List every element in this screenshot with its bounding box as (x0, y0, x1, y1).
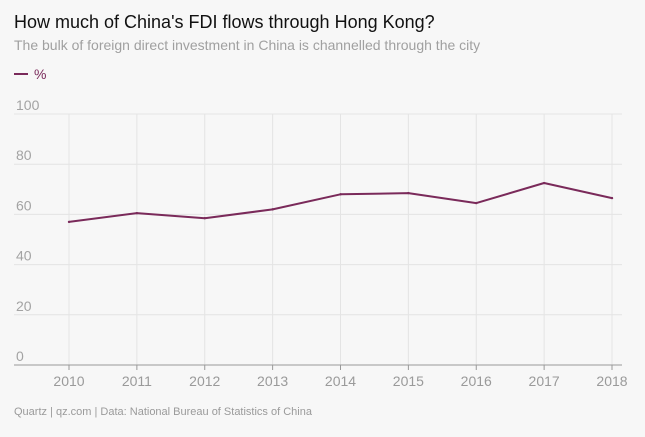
y-tick-label: 100 (16, 97, 40, 113)
data-point (67, 220, 71, 224)
legend-swatch (14, 73, 28, 75)
legend: % (14, 66, 46, 82)
y-tick-label: 60 (16, 197, 32, 213)
x-tick-label: 2011 (122, 373, 152, 389)
x-tick-label: 2016 (461, 373, 492, 389)
y-tick-label: 80 (16, 147, 32, 163)
x-tick-label: 2017 (529, 373, 560, 389)
legend-label: % (34, 66, 47, 82)
x-tick-label: 2014 (325, 373, 356, 389)
data-point (542, 181, 546, 185)
chart-subtitle: The bulk of foreign direct investment in… (14, 37, 481, 53)
data-point (339, 193, 342, 196)
source-footer: Quartz | qz.com | Data: National Bureau … (14, 406, 312, 418)
x-tick-label: 2012 (189, 373, 220, 389)
data-point (610, 196, 614, 200)
x-tick-label: 2015 (393, 373, 424, 389)
x-tick-label: 2013 (257, 373, 288, 389)
chart-title: How much of China's FDI flows through Ho… (14, 12, 435, 32)
data-point (135, 211, 139, 215)
y-tick-label: 0 (16, 348, 24, 364)
x-tick-label: 2010 (53, 373, 84, 389)
data-point (203, 216, 206, 220)
x-tick-label: 2018 (596, 373, 627, 389)
data-point (407, 191, 410, 195)
data-point (271, 208, 274, 211)
y-tick-label: 40 (16, 248, 32, 264)
data-point (475, 201, 478, 205)
y-tick-label: 20 (16, 298, 32, 314)
